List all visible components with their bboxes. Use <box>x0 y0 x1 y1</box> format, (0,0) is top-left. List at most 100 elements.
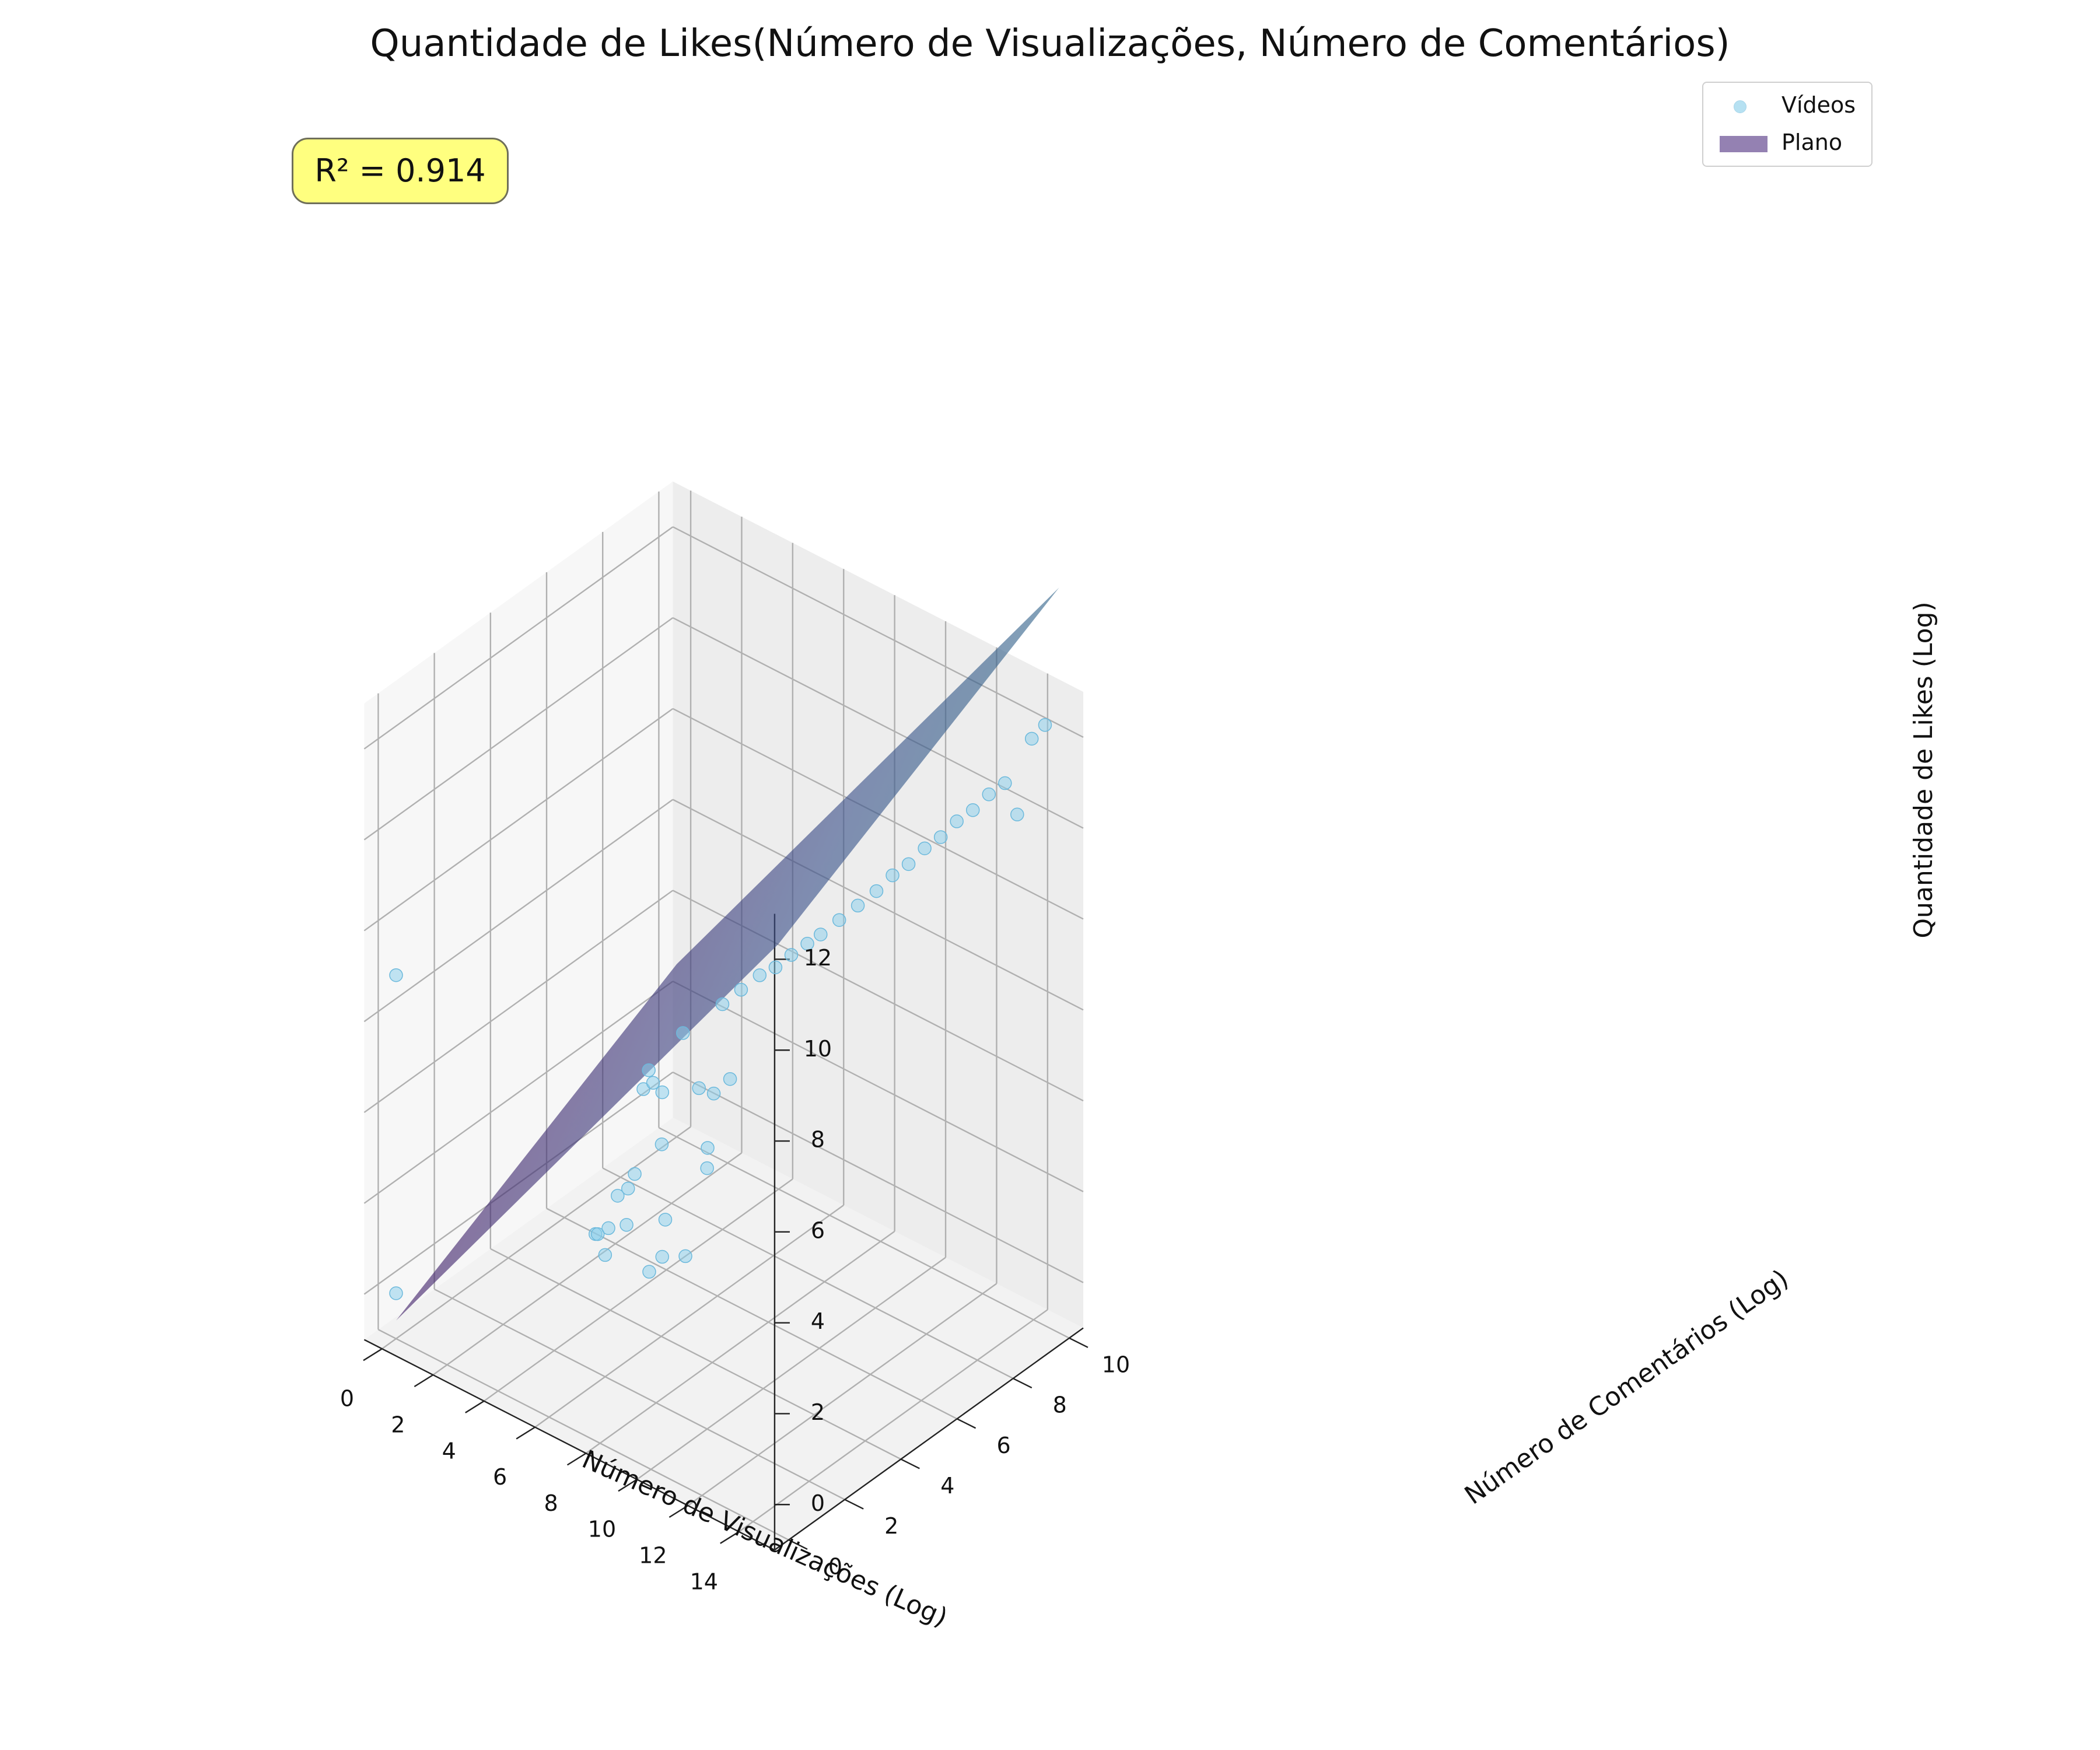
x-tick-mark <box>566 1452 587 1466</box>
grid-line-z <box>363 708 674 932</box>
z-tick-label: 4 <box>811 1308 825 1334</box>
grid-lines <box>363 491 1084 1541</box>
grid-line-z <box>672 526 1084 738</box>
y-tick-mark <box>957 1418 977 1429</box>
data-point <box>998 776 1012 790</box>
data-point <box>611 1189 625 1203</box>
data-point <box>869 884 884 898</box>
x-tick-label: 2 <box>391 1412 405 1438</box>
grid-line-z <box>363 981 674 1204</box>
legend-marker-plano <box>1720 136 1768 152</box>
x-tick-label: 14 <box>690 1569 718 1594</box>
data-point <box>901 857 916 872</box>
data-point <box>676 1026 690 1040</box>
x-tick-label: 8 <box>544 1490 558 1516</box>
grid-line-z <box>672 1071 1084 1283</box>
data-point <box>950 814 964 828</box>
grid-line-z <box>363 890 674 1113</box>
data-point <box>723 1072 737 1086</box>
x-tick-label: 6 <box>493 1464 507 1490</box>
data-point <box>636 1082 650 1096</box>
x-tick-label: 12 <box>639 1543 667 1569</box>
data-point <box>389 1286 403 1300</box>
data-point <box>389 968 403 982</box>
grid-line-z <box>672 799 1084 1011</box>
data-point <box>628 1167 642 1181</box>
data-point <box>800 937 814 951</box>
grid-line-x <box>687 1283 998 1506</box>
y-tick-mark <box>1069 1337 1088 1348</box>
data-point <box>814 928 828 942</box>
data-point <box>850 898 865 913</box>
grid-line-z <box>672 981 1084 1192</box>
x-tick-mark <box>465 1400 485 1413</box>
regression-plane-surface <box>396 587 1059 1321</box>
z-tick-label: 12 <box>804 945 832 971</box>
grid-line-y <box>546 1208 958 1420</box>
data-point <box>701 1141 715 1155</box>
data-point <box>658 1213 673 1227</box>
legend-label-videos: Vídeos <box>1782 92 1856 118</box>
data-point <box>768 960 783 975</box>
data-point <box>832 913 846 927</box>
scatter-points <box>389 718 1052 1300</box>
data-point <box>601 1221 615 1236</box>
grid-line-x <box>432 1152 743 1376</box>
x-tick-label: 0 <box>340 1386 354 1412</box>
legend-item-videos: Vídeos <box>1703 90 1871 125</box>
grid-line-y <box>602 1167 1014 1380</box>
z-tick-label: 10 <box>804 1036 832 1062</box>
x-tick-mark <box>363 1348 383 1362</box>
axis-lines <box>363 914 1088 1551</box>
grid-line-y <box>658 1127 1070 1339</box>
grid-line-x <box>484 1178 793 1402</box>
data-point <box>1010 807 1024 822</box>
x-tick-mark <box>720 1531 740 1544</box>
data-point <box>918 841 932 856</box>
y-axis-line <box>774 1327 1084 1551</box>
grid-line-z <box>363 617 674 841</box>
x-tick-mark <box>618 1479 638 1492</box>
z-tick-label: 6 <box>811 1217 825 1243</box>
legend-marker-videos <box>1734 100 1746 113</box>
data-point <box>715 997 730 1012</box>
data-point <box>1038 718 1052 732</box>
data-point <box>642 1063 656 1077</box>
grid-line-x <box>636 1256 946 1480</box>
y-tick-label: 8 <box>1053 1392 1067 1418</box>
y-tick-label: 4 <box>940 1473 954 1499</box>
z-tick-label: 8 <box>811 1127 825 1153</box>
x-tick-mark <box>668 1504 688 1518</box>
y-tick-mark <box>844 1499 864 1510</box>
data-point <box>886 868 900 883</box>
grid-line-y <box>377 1329 789 1541</box>
tick-labels: 0 2 4 6 8 10 12 14 0 2 4 6 8 10 0 2 4 6 8 10 12 <box>340 945 1130 1594</box>
x-tick-label: 4 <box>442 1438 456 1464</box>
y-tick-mark <box>1013 1377 1032 1389</box>
pane-floor <box>364 1117 1084 1550</box>
data-point <box>784 948 799 962</box>
y-tick-label: 10 <box>1102 1352 1130 1377</box>
data-point <box>933 830 948 844</box>
data-point <box>654 1137 669 1152</box>
data-point <box>598 1248 612 1262</box>
y-tick-label: 0 <box>828 1553 842 1579</box>
chart-title: Quantidade de Likes(Número de Visualizaç… <box>370 22 1730 65</box>
data-point <box>678 1249 692 1264</box>
data-point <box>621 1181 635 1196</box>
grid-line-y <box>490 1248 901 1460</box>
z-tick-label: 2 <box>811 1399 825 1425</box>
data-point <box>590 1227 605 1241</box>
data-point <box>1024 732 1039 746</box>
data-point <box>655 1085 670 1100</box>
data-point <box>734 982 748 997</box>
y-tick-label: 2 <box>884 1513 898 1539</box>
data-point <box>752 968 767 982</box>
legend-item-plano: Plano <box>1703 127 1871 162</box>
grid-line-z <box>363 526 674 750</box>
grid-line-z <box>363 799 674 1023</box>
axes-panes <box>364 481 1084 1550</box>
z-tick-label: 0 <box>811 1490 825 1516</box>
y-tick-label: 6 <box>996 1433 1010 1458</box>
legend-label-plano: Plano <box>1782 130 1843 155</box>
